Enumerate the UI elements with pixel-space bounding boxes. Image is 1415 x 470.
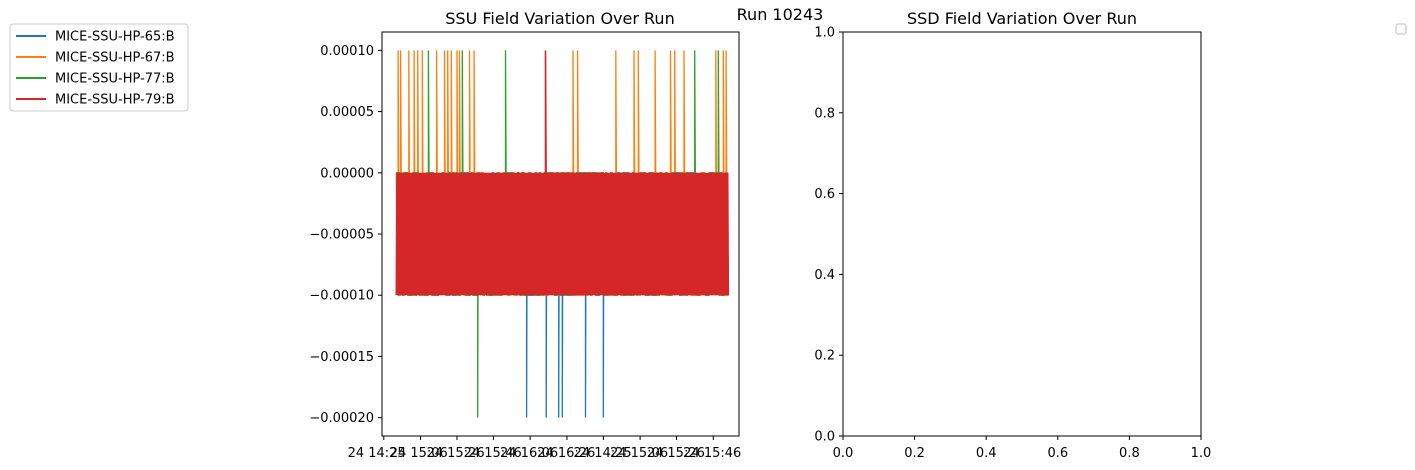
ssd-xtick-label: 0.0 xyxy=(833,446,854,461)
ssu-series-4 xyxy=(395,50,730,296)
ssd-ytick-label: 0.8 xyxy=(814,106,835,121)
ssu-xtick-label: 24 16:06 xyxy=(500,446,558,461)
legend-label-1: MICE-SSU-HP-65:B xyxy=(55,30,175,45)
legend-label-3: MICE-SSU-HP-77:B xyxy=(55,72,175,87)
legend-label-2: MICE-SSU-HP-67:B xyxy=(55,51,175,66)
ssu-xtick-label: 24 15:06 xyxy=(610,446,668,461)
ssu-xtick-label: 24 14:25 xyxy=(348,446,406,461)
legend-frame xyxy=(9,23,189,112)
ssu-xtick-label: 24 15:26 xyxy=(647,446,705,461)
ssd-ytick-label: 0.6 xyxy=(814,187,835,202)
ssd-xtick-label: 0.4 xyxy=(976,446,997,461)
ssd-plot-frame xyxy=(842,31,1202,437)
ssd-xtick-label: 0.6 xyxy=(1047,446,1068,461)
ssu-ytick-label: −0.00010 xyxy=(309,289,374,304)
ssu-chart: SSU Field Variation Over Run 0.00010 0.00… xyxy=(309,9,741,461)
ssu-xtick-label: 24 16:26 xyxy=(537,446,595,461)
ssd-xtick-label: 1.0 xyxy=(1191,446,1212,461)
ssd-chart: SSD Field Variation Over Run 0.0 0.2 0.4 0.… xyxy=(814,9,1211,461)
ssd-chart-title: SSD Field Variation Over Run xyxy=(907,9,1137,28)
ssd-ytick-label: 1.0 xyxy=(814,26,835,41)
legend: MICE-SSU-HP-65:B MICE-SSU-HP-67:B MICE-SSU… xyxy=(9,23,189,112)
ssu-xtick-label: 24 14:25 xyxy=(574,446,632,461)
ssu-xtick-label: 24 15:26 xyxy=(426,446,484,461)
ssu-xtick-label: 24 15:46 xyxy=(683,446,741,461)
ssu-xtick-label: 24 15:46 xyxy=(464,446,522,461)
ssu-ytick-label: −0.00005 xyxy=(309,228,374,243)
ssd-xtick-label: 0.2 xyxy=(904,446,925,461)
legend-label-4: MICE-SSU-HP-79:B xyxy=(55,93,175,108)
empty-legend-box xyxy=(1395,23,1407,35)
ssu-ytick-label: 0.00005 xyxy=(320,105,374,120)
ssu-ytick-label: 0.00000 xyxy=(320,166,374,181)
ssd-ytick-label: 0.0 xyxy=(814,430,835,445)
ssu-ytick-label: 0.00010 xyxy=(320,44,374,59)
ssu-ytick-label: −0.00015 xyxy=(309,350,374,365)
ssu-ytick-label: −0.00020 xyxy=(309,411,374,426)
ssd-ytick-label: 0.2 xyxy=(814,349,835,364)
figure-suptitle: Run 10243 xyxy=(737,5,824,24)
ssu-chart-title: SSU Field Variation Over Run xyxy=(445,9,674,28)
ssd-ytick-label: 0.4 xyxy=(814,268,835,283)
ssu-xtick-label: 24 15:06 xyxy=(390,446,448,461)
ssd-xtick-label: 0.8 xyxy=(1119,446,1140,461)
